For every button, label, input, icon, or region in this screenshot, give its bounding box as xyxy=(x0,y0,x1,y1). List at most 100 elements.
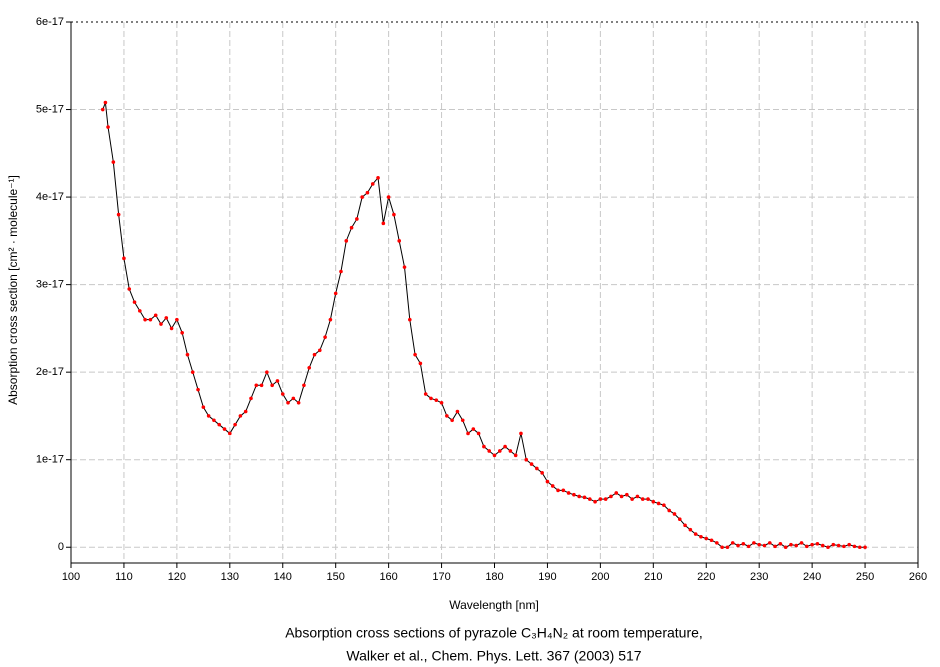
data-point xyxy=(265,370,269,374)
data-point xyxy=(566,491,571,495)
data-point xyxy=(397,239,402,243)
y-axis-label: Absorption cross section [cm² · molecule… xyxy=(6,175,20,405)
data-point xyxy=(508,449,513,453)
data-line xyxy=(102,102,866,548)
data-point xyxy=(476,431,481,436)
data-point xyxy=(164,316,169,320)
data-point xyxy=(857,545,862,550)
data-point xyxy=(778,541,783,546)
data-point xyxy=(709,538,714,543)
data-point xyxy=(333,291,338,296)
x-tick-label: 190 xyxy=(538,571,556,583)
x-tick-label: 250 xyxy=(856,571,874,583)
data-point xyxy=(445,414,449,418)
x-tick-label: 100 xyxy=(62,571,80,583)
data-point xyxy=(741,541,746,546)
data-point xyxy=(667,508,671,513)
data-point xyxy=(169,326,174,331)
data-point xyxy=(487,449,492,453)
data-point xyxy=(439,401,444,405)
data-point xyxy=(640,497,645,501)
y-tick-label: 6e-17 xyxy=(36,16,64,28)
x-tick-label: 180 xyxy=(485,571,503,583)
x-tick-label: 150 xyxy=(327,571,345,583)
data-point xyxy=(148,317,153,322)
data-point xyxy=(852,544,857,549)
data-point xyxy=(365,190,370,195)
data-point xyxy=(815,541,820,546)
x-tick-label: 230 xyxy=(750,571,768,583)
data-point xyxy=(106,125,110,129)
data-point xyxy=(789,542,793,547)
data-point xyxy=(249,396,253,401)
data-point xyxy=(132,300,137,304)
data-point xyxy=(434,398,439,402)
data-point xyxy=(228,431,232,436)
data-point xyxy=(217,422,222,427)
data-point xyxy=(720,545,724,550)
data-point xyxy=(577,494,581,499)
data-point xyxy=(233,422,237,427)
data-point xyxy=(746,544,751,549)
data-point xyxy=(820,543,825,548)
data-point xyxy=(831,542,836,547)
data-point xyxy=(651,499,656,504)
data-point xyxy=(561,488,566,493)
data-point xyxy=(185,352,190,357)
data-point xyxy=(413,352,417,357)
data-point xyxy=(286,401,290,405)
data-point xyxy=(736,543,740,548)
chart-subtitle: Walker et al., Chem. Phys. Lett. 367 (20… xyxy=(346,648,641,664)
data-point xyxy=(122,256,126,261)
data-point xyxy=(153,313,158,318)
data-point xyxy=(423,392,428,396)
x-axis-label: Wavelength [nm] xyxy=(449,598,539,612)
data-point xyxy=(349,225,354,230)
data-point xyxy=(143,317,147,322)
data-point xyxy=(429,396,433,401)
data-point xyxy=(159,322,163,326)
data-point xyxy=(619,494,624,499)
data-point xyxy=(392,212,396,217)
data-point xyxy=(810,542,814,547)
data-point xyxy=(762,543,767,548)
x-tick-label: 260 xyxy=(909,571,927,583)
data-point xyxy=(328,317,333,322)
data-point xyxy=(704,536,709,541)
data-point xyxy=(243,409,248,414)
data-point xyxy=(519,431,523,436)
data-point xyxy=(767,541,772,545)
data-point xyxy=(582,495,587,500)
data-point xyxy=(635,494,640,499)
data-point xyxy=(683,523,687,528)
data-point xyxy=(323,335,327,339)
chart-title: Absorption cross sections of pyrazole C₃… xyxy=(285,625,703,641)
data-point xyxy=(572,492,576,497)
x-tick-label: 160 xyxy=(379,571,397,583)
data-point xyxy=(450,418,454,423)
x-tick-label: 200 xyxy=(591,571,609,583)
data-point xyxy=(524,457,529,462)
data-point xyxy=(656,501,661,506)
data-point xyxy=(222,427,227,431)
y-tick-label: 4e-17 xyxy=(36,191,64,203)
x-tick-label: 240 xyxy=(803,571,821,583)
data-point xyxy=(529,462,534,466)
y-tick-label: 3e-17 xyxy=(36,279,64,291)
data-point xyxy=(360,195,364,199)
data-point xyxy=(805,544,809,549)
data-point xyxy=(757,542,761,547)
data-point xyxy=(752,541,756,545)
data-point xyxy=(312,352,317,357)
data-point xyxy=(587,497,592,501)
data-point xyxy=(614,491,619,495)
y-tick-label: 1e-17 xyxy=(36,454,64,466)
data-point xyxy=(212,418,216,423)
data-point xyxy=(625,492,629,497)
data-point xyxy=(296,401,301,405)
data-point xyxy=(418,361,423,366)
data-point xyxy=(677,517,682,522)
data-point xyxy=(556,488,560,493)
data-point xyxy=(826,545,830,550)
